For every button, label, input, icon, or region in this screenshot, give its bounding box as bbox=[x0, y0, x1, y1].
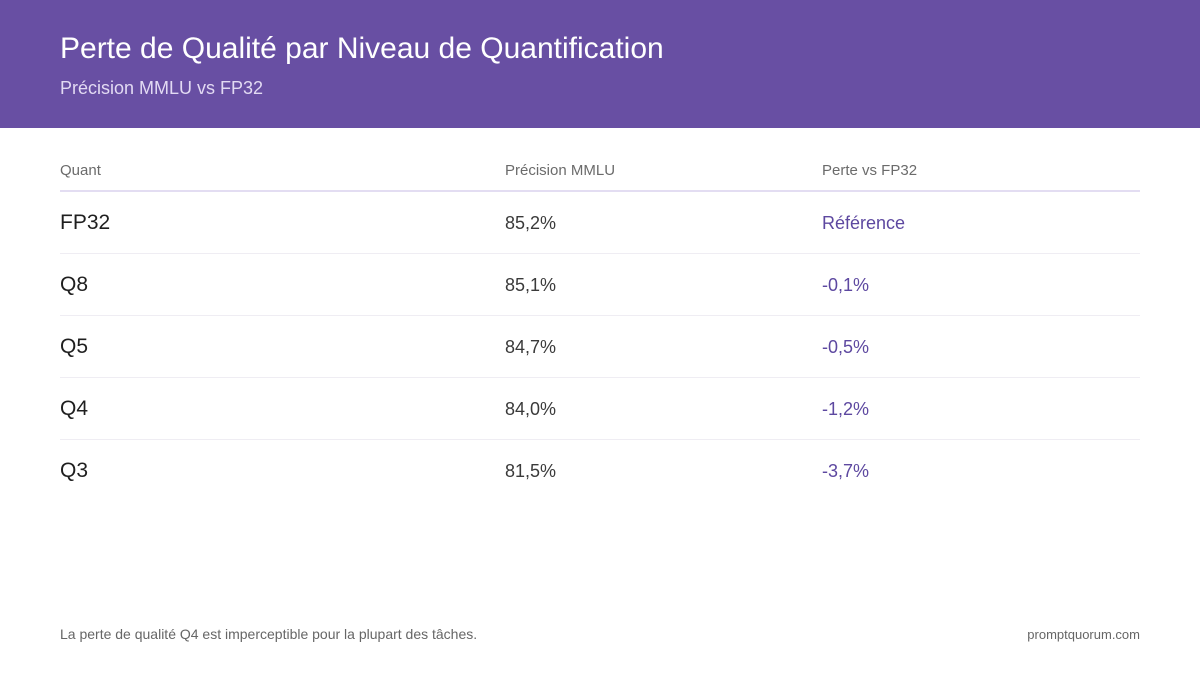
cell-loss: -1,2% bbox=[822, 399, 870, 419]
page-title: Perte de Qualité par Niveau de Quantific… bbox=[60, 32, 664, 65]
cell-accuracy: 84,0% bbox=[505, 399, 557, 419]
cell-accuracy: 85,1% bbox=[505, 275, 557, 295]
table-row: FP32 85,2% Référence bbox=[60, 192, 1140, 254]
table-header: Quant Précision MMLU Perte vs FP32 bbox=[60, 150, 1140, 192]
cell-accuracy: 85,2% bbox=[505, 213, 557, 233]
cell-quant: Q3 bbox=[60, 459, 89, 482]
cell-quant: FP32 bbox=[60, 211, 111, 234]
column-header-accuracy: Précision MMLU bbox=[505, 162, 616, 179]
cell-accuracy: 81,5% bbox=[505, 461, 557, 481]
column-header-loss: Perte vs FP32 bbox=[822, 162, 918, 179]
cell-loss: -3,7% bbox=[822, 461, 870, 481]
page-subtitle: Précision MMLU vs FP32 bbox=[60, 78, 264, 98]
table-row: Q8 85,1% -0,1% bbox=[60, 254, 1140, 316]
table-row: Q4 84,0% -1,2% bbox=[60, 378, 1140, 440]
table-row: Q5 84,7% -0,5% bbox=[60, 316, 1140, 378]
cell-accuracy: 84,7% bbox=[505, 337, 557, 357]
cell-quant: Q5 bbox=[60, 335, 89, 358]
cell-quant: Q8 bbox=[60, 273, 89, 296]
cell-loss: Référence bbox=[822, 213, 906, 233]
source-credit: promptquorum.com bbox=[1027, 627, 1140, 642]
header-banner: Perte de Qualité par Niveau de Quantific… bbox=[0, 0, 1200, 128]
quantization-table: Quant Précision MMLU Perte vs FP32 FP32 … bbox=[60, 150, 1140, 501]
footnote: La perte de qualité Q4 est imperceptible… bbox=[60, 626, 478, 642]
cell-loss: -0,5% bbox=[822, 337, 870, 357]
cell-quant: Q4 bbox=[60, 397, 89, 420]
column-header-quant: Quant bbox=[60, 162, 101, 179]
table-row: Q3 81,5% -3,7% bbox=[60, 440, 1140, 501]
cell-loss: -0,1% bbox=[822, 275, 870, 295]
